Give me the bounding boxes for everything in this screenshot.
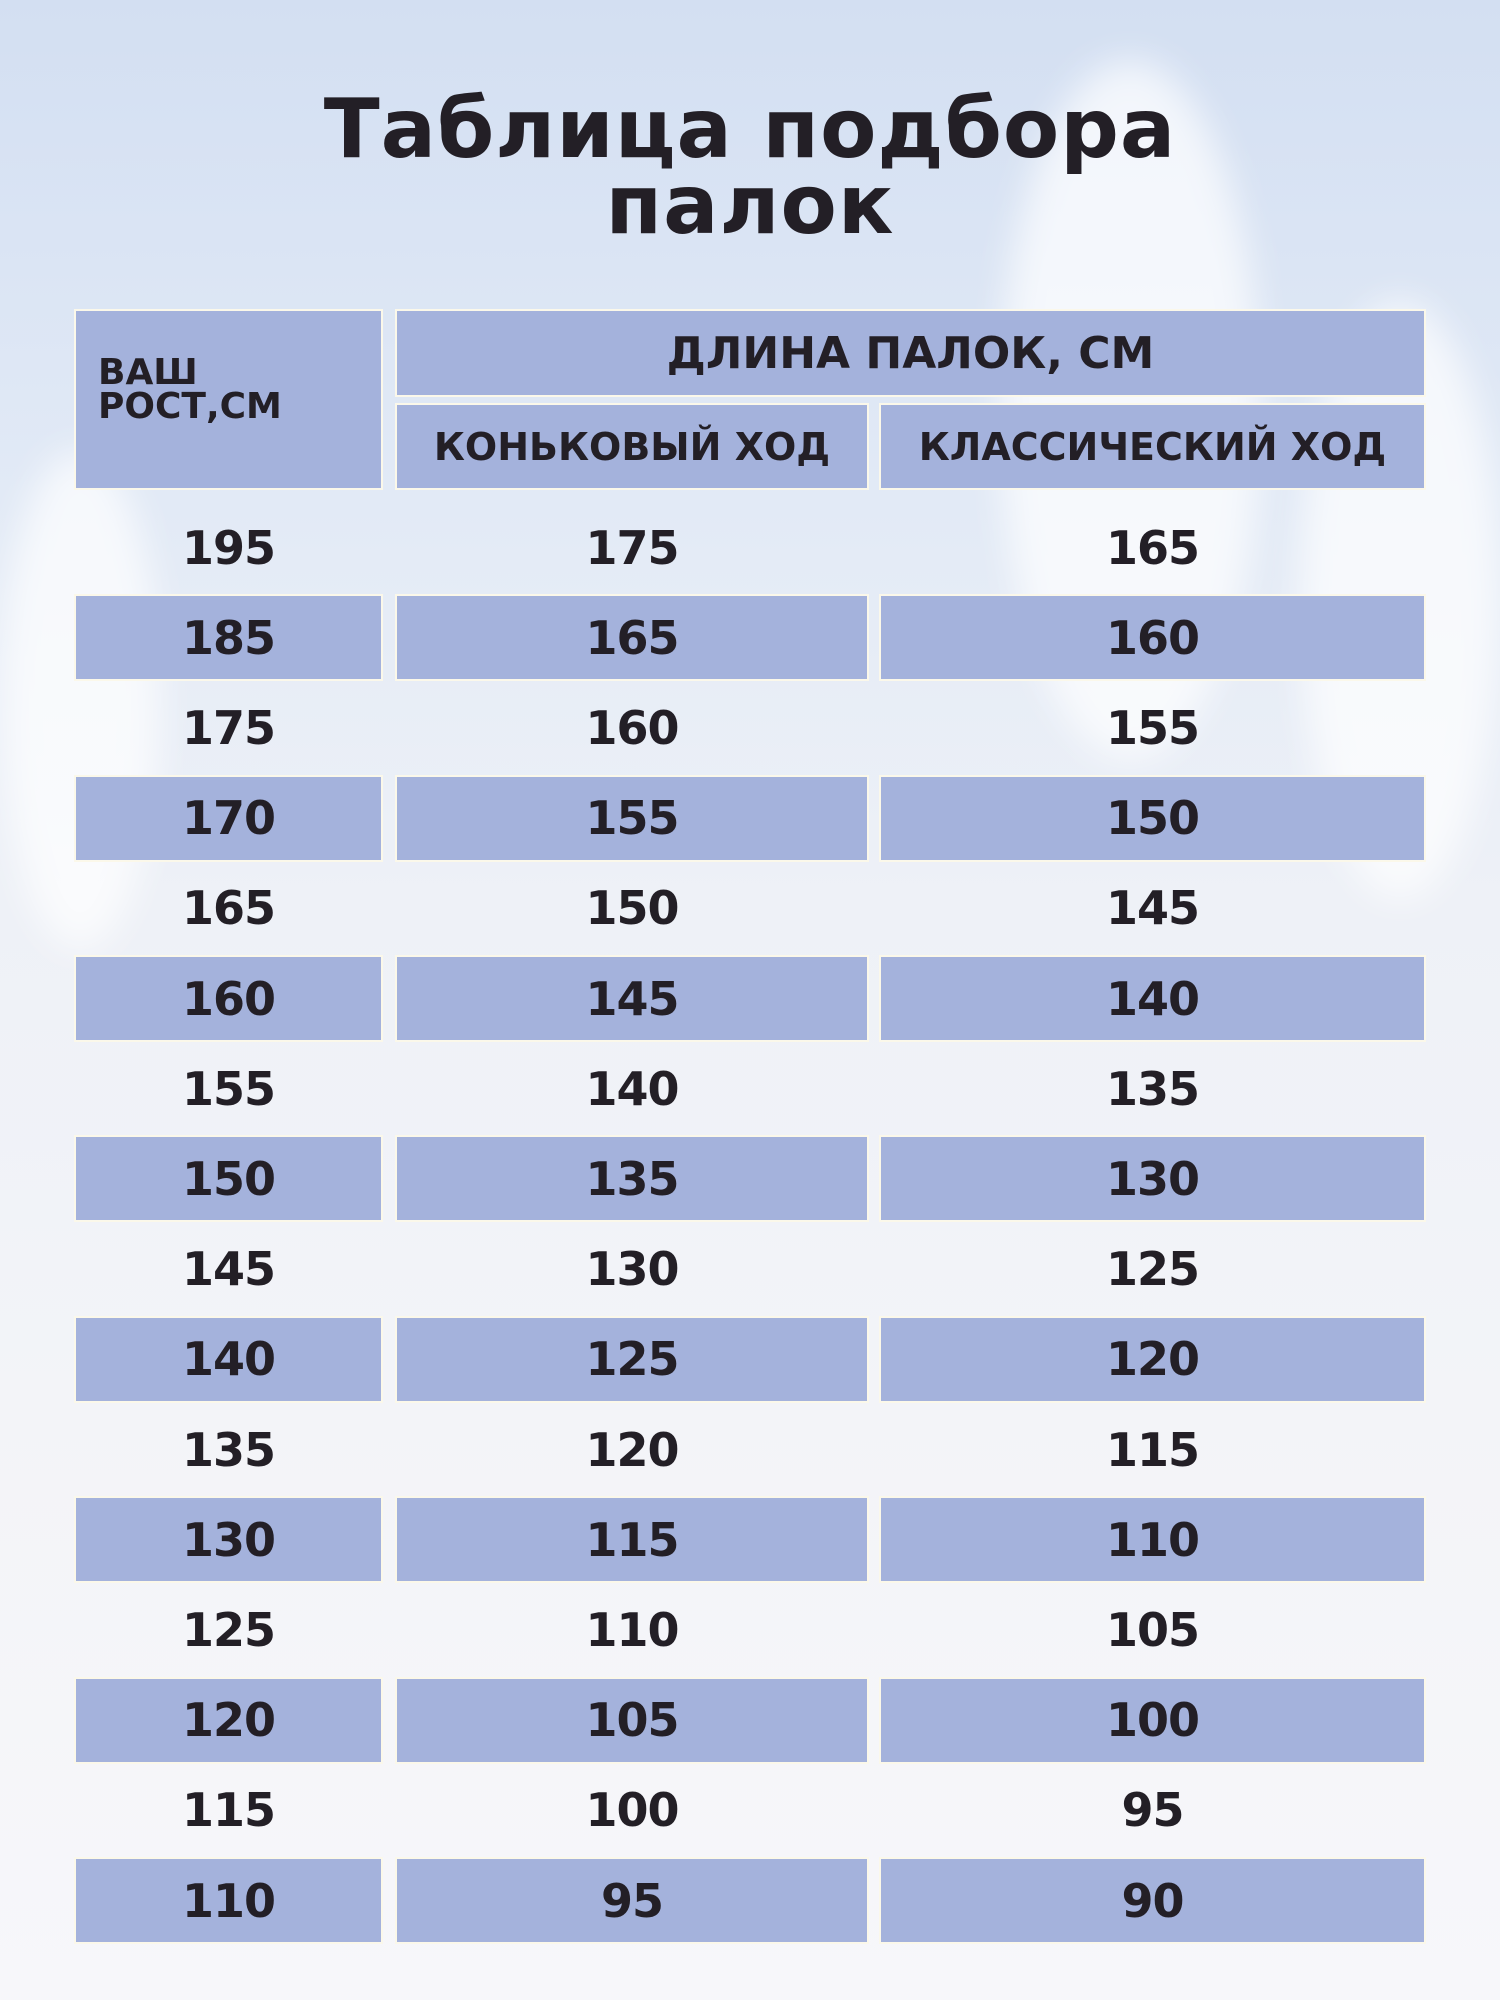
table-row: 160 145 140 xyxy=(0,955,1500,1045)
table-row: 155 140 135 xyxy=(0,1045,1500,1135)
table-row: 150 135 130 xyxy=(0,1135,1500,1225)
classic-length-cell: 135 xyxy=(1105,1061,1200,1116)
page-title: Таблица подбора палок xyxy=(0,82,1500,253)
skate-length-cell: 175 xyxy=(585,520,679,575)
skate-length-cell: 115 xyxy=(395,1496,869,1584)
classic-length-cell: 115 xyxy=(1105,1422,1200,1477)
skate-length-cell: 100 xyxy=(585,1783,679,1838)
height-column-header: ВАШ РОСТ,СМ xyxy=(74,309,383,490)
pole-length-header: ДЛИНА ПАЛОК, СМ xyxy=(395,309,1426,397)
table-row: 195 175 165 xyxy=(0,504,1500,594)
classic-length-cell: 125 xyxy=(1105,1242,1200,1297)
height-cell: 185 xyxy=(74,594,383,682)
height-cell: 110 xyxy=(74,1857,383,1944)
classic-length-cell: 120 xyxy=(879,1315,1426,1403)
height-cell: 115 xyxy=(181,1783,276,1838)
table-row: 115 100 95 xyxy=(0,1767,1500,1857)
table-row: 130 115 110 xyxy=(0,1496,1500,1586)
classic-length-cell: 110 xyxy=(879,1496,1426,1584)
height-cell: 120 xyxy=(74,1676,383,1764)
skate-length-cell: 150 xyxy=(585,881,679,936)
classic-length-cell: 150 xyxy=(879,774,1426,862)
table-row: 185 165 160 xyxy=(0,594,1500,684)
classic-length-cell: 90 xyxy=(879,1857,1426,1944)
table-row: 135 120 115 xyxy=(0,1406,1500,1496)
skate-length-cell: 145 xyxy=(395,955,869,1042)
height-cell: 150 xyxy=(74,1135,383,1223)
snowy-tree-decoration xyxy=(0,450,160,950)
height-cell: 165 xyxy=(181,881,276,936)
table-row: 110 95 90 xyxy=(0,1857,1500,1947)
skate-length-cell: 135 xyxy=(395,1135,869,1223)
height-cell: 195 xyxy=(181,520,276,575)
height-cell: 135 xyxy=(181,1422,276,1477)
classic-length-cell: 160 xyxy=(879,594,1426,682)
skate-length-cell: 95 xyxy=(395,1857,869,1944)
table-row: 165 150 145 xyxy=(0,865,1500,955)
height-cell: 155 xyxy=(181,1061,276,1116)
classic-length-cell: 140 xyxy=(879,955,1426,1042)
title-line-2: палок xyxy=(605,158,895,253)
height-cell: 175 xyxy=(181,700,276,755)
table-row: 170 155 150 xyxy=(0,774,1500,865)
height-cell: 170 xyxy=(74,774,383,862)
classic-length-cell: 145 xyxy=(1105,881,1200,936)
classic-length-cell: 105 xyxy=(1105,1602,1200,1657)
classic-length-cell: 95 xyxy=(1121,1783,1184,1838)
skate-length-cell: 120 xyxy=(585,1422,679,1477)
classic-length-cell: 165 xyxy=(1105,520,1200,575)
skate-length-cell: 125 xyxy=(395,1315,869,1403)
skate-style-header: КОНЬКОВЫЙ ХОД xyxy=(395,403,869,490)
height-cell: 145 xyxy=(181,1242,276,1297)
table-row: 140 125 120 xyxy=(0,1315,1500,1406)
skate-length-cell: 110 xyxy=(585,1602,679,1657)
skate-length-cell: 105 xyxy=(395,1676,869,1764)
height-cell: 140 xyxy=(74,1315,383,1403)
table-row: 145 130 125 xyxy=(0,1226,1500,1316)
skate-length-cell: 165 xyxy=(395,594,869,682)
height-cell: 160 xyxy=(74,955,383,1042)
height-cell: 130 xyxy=(74,1496,383,1584)
classic-length-cell: 130 xyxy=(879,1135,1426,1223)
skate-length-cell: 155 xyxy=(395,774,869,862)
height-cell: 125 xyxy=(181,1602,276,1657)
skate-length-cell: 140 xyxy=(585,1061,679,1116)
skate-length-cell: 160 xyxy=(585,700,679,755)
classic-length-cell: 155 xyxy=(1105,700,1200,755)
table-row: 125 110 105 xyxy=(0,1586,1500,1676)
classic-length-cell: 100 xyxy=(879,1676,1426,1764)
table-row: 120 105 100 xyxy=(0,1676,1500,1767)
title-line-1: Таблица подбора xyxy=(323,82,1177,177)
classic-style-header: КЛАССИЧЕСКИЙ ХОД xyxy=(879,403,1426,490)
skate-length-cell: 130 xyxy=(585,1242,679,1297)
table-row: 175 160 155 xyxy=(0,684,1500,774)
